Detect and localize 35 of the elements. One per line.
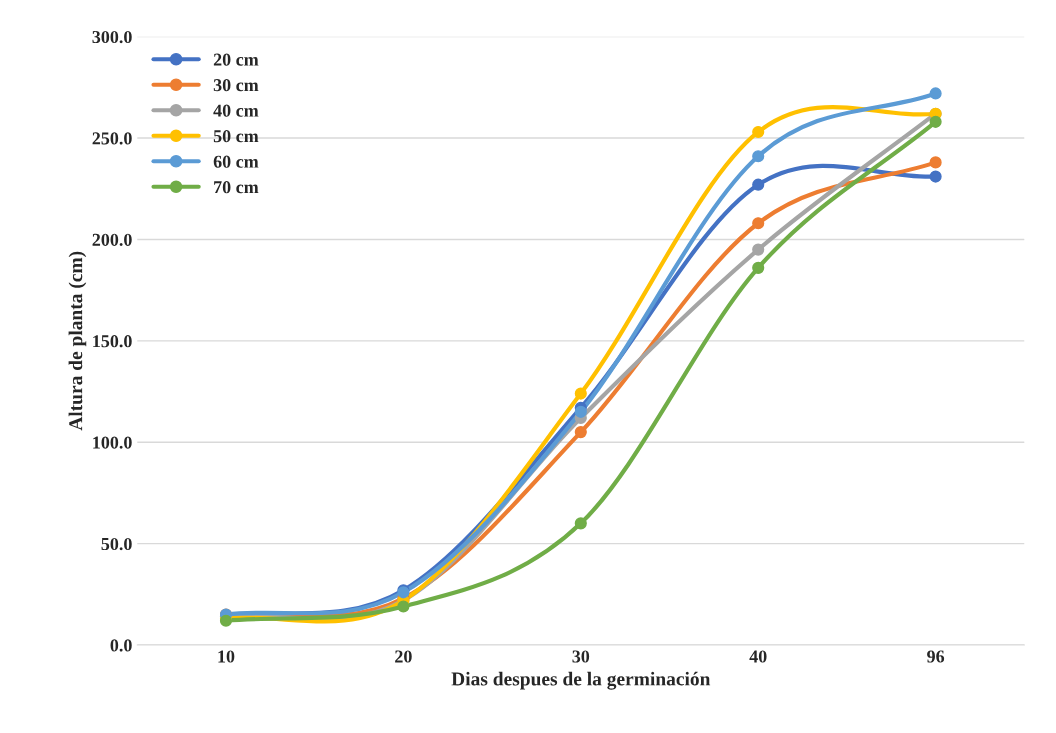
x-axis-title: Dias despues de la germinación [451,671,711,690]
point [574,517,587,530]
y-tick-label: 150.0 [93,335,132,348]
point [752,261,765,274]
legend-label: 60 cm [213,155,259,168]
x-tick-label: 30 [572,650,590,663]
point [752,243,765,256]
y-tick-label: 200.0 [92,233,132,246]
point [929,170,942,183]
x-tick-label: 40 [749,650,767,663]
point [929,115,942,128]
y-tick-label: 300.0 [92,30,132,44]
legend-label: 70 cm [214,181,259,194]
legend-label: 30 cm [213,79,259,92]
point [929,156,942,169]
legend-label: 50 cm [213,130,259,143]
x-tick-label: 20 [395,650,412,663]
point [752,125,765,139]
point [574,426,587,439]
point [574,405,587,418]
point [752,150,765,163]
point [752,217,765,230]
legend-label: 20 cm [213,53,259,66]
y-tick-label: 0.0 [110,639,132,652]
y-axis-title: Altura de planta (cm) [68,251,87,431]
y-tick-label: 100.0 [93,436,132,449]
x-tick-label: 10 [218,650,235,663]
legend-label: 40 cm [213,104,259,117]
x-tick-label: 96 [927,650,945,663]
point [397,600,410,613]
point [752,178,765,191]
y-tick-label: 250.0 [92,132,132,145]
point [574,387,587,400]
y-tick-label: 50.0 [101,537,132,551]
point [929,87,942,100]
